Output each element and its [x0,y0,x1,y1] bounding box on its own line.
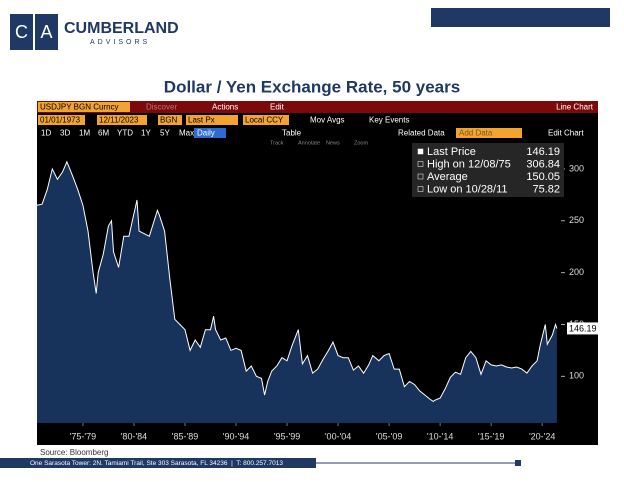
stats-value: 306.84 [526,158,560,170]
range-button[interactable]: 3D [60,129,70,138]
y-tick-label: 200 [569,267,584,277]
stats-label: Average [427,171,468,183]
x-tick-label: '05-'09 [376,431,402,441]
stats-key [417,161,424,167]
range-button[interactable]: 1D [41,129,51,138]
line [36,160,558,403]
y-tick-label: 100 [569,371,584,381]
menu[interactable]: Edit [270,103,285,112]
logo-name: CUMBERLAND [64,20,179,37]
stats-value: 146.19 [526,146,560,158]
logo-box [35,14,58,50]
stats-key [417,186,424,192]
stats-key [417,148,424,155]
x-tick-label: '85-'89 [172,431,198,441]
stats-value: 75.82 [532,183,560,195]
logo-sub: ADVISORS [90,39,150,46]
source: BGN [160,116,178,125]
source: Source: Bloomberg [40,448,108,457]
x-tick-label: '20-'24 [529,431,555,441]
y-tick-label: 300 [569,163,584,173]
add-data: Add Data [459,129,493,138]
stats-key [417,173,424,180]
field-box[interactable] [158,115,182,125]
frequency: Daily [197,129,215,138]
menu[interactable]: Mov Avgs [310,116,345,125]
range-button[interactable]: Max [179,129,194,138]
area [37,161,557,424]
x-tick-label: '15-'19 [478,431,504,441]
footer-bar [0,458,316,468]
plot: 100150200250300'75-'79'80-'84'85-'89'90-… [36,143,599,441]
currency: Local CCY [245,116,284,125]
menu[interactable]: Key Events [369,116,409,125]
stats-label: High on 12/08/75 [427,158,511,170]
x-tick-label: '80-'84 [121,431,147,441]
menu[interactable]: Related Data [398,129,445,138]
x-tick-label: '75-'79 [70,431,96,441]
menu[interactable]: Table [282,129,302,138]
range-button[interactable]: 5Y [160,129,170,138]
chart-title: Dollar / Yen Exchange Rate, 50 years [164,77,460,96]
add-box[interactable] [456,128,522,138]
toolbar-row [37,101,598,113]
x-tick-label: '10-'14 [427,431,453,441]
stats-box [412,143,564,197]
tool: Annotate [298,140,320,146]
menu[interactable]: Actions [212,103,238,112]
tool: Zoom [354,140,368,146]
range-button[interactable]: 6M [98,129,109,138]
menu[interactable]: Edit Chart [548,129,584,138]
x-tick-label: '90-'94 [223,431,249,441]
date-box[interactable] [38,115,85,125]
header-bar [431,8,610,27]
stats-label: Last Price [427,146,476,158]
footer-square [515,460,521,466]
menu[interactable]: Discover [146,103,177,112]
end-date: 12/11/2023 [99,116,139,125]
date-box[interactable] [97,115,147,125]
range-button[interactable]: 1M [79,129,90,138]
tool: Track [270,140,284,146]
field-box[interactable] [243,115,289,125]
x-tick-label: '95-'99 [274,431,300,441]
last-price-label: 146.19 [569,323,597,333]
range-button[interactable]: 1Y [141,129,151,138]
ticker-box[interactable] [38,102,130,112]
logo-box [10,14,33,50]
range-buttons: 1D 3D 1M 6M YTD 1Y 5Y Max [41,129,194,138]
start-date: 01/01/1973 [40,116,81,125]
y-tick-label: 250 [569,215,584,225]
ticker: USDJPY BGN Curncy [40,103,119,112]
last-price-box [567,322,599,335]
stats-label: Low on 10/28/11 [427,183,508,195]
x-tick-label: '00-'04 [325,431,351,441]
logo-letter: A [40,22,52,42]
chart-mode: Line Chart [556,103,594,112]
stats-value: 150.05 [526,171,560,183]
tool: News [326,140,340,146]
address: One Sarasota Tower: 2N. Tamiami Trail, S… [30,460,283,467]
freq-box[interactable] [194,128,226,138]
tool-row: Track Annotate News Zoom [270,140,368,146]
logo-letter: C [15,22,28,42]
field: Last Px [188,116,215,125]
field-box[interactable] [186,115,238,125]
range-button[interactable]: YTD [117,129,133,138]
